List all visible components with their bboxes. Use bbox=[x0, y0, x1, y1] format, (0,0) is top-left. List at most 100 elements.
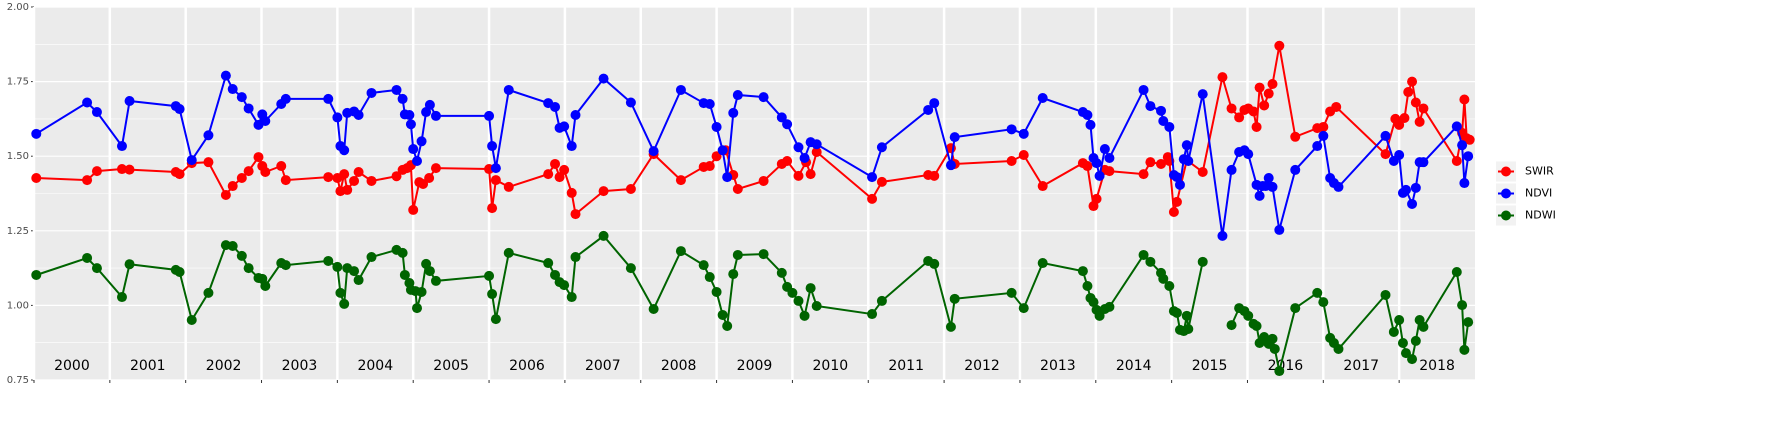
point bbox=[675, 246, 686, 257]
point bbox=[253, 152, 264, 163]
point bbox=[174, 266, 185, 277]
point bbox=[711, 286, 722, 297]
point bbox=[116, 292, 127, 303]
point bbox=[487, 203, 498, 214]
point bbox=[1085, 119, 1096, 130]
point bbox=[1418, 321, 1429, 332]
point bbox=[243, 263, 254, 274]
point bbox=[1156, 158, 1167, 169]
point bbox=[1168, 207, 1179, 218]
point bbox=[484, 110, 495, 121]
point bbox=[1397, 337, 1408, 348]
legend-dot bbox=[1501, 166, 1511, 177]
point bbox=[366, 87, 377, 98]
legend-dot bbox=[1501, 188, 1511, 199]
point bbox=[1263, 88, 1274, 99]
point bbox=[342, 184, 353, 195]
point bbox=[1274, 366, 1285, 377]
point bbox=[1274, 40, 1285, 51]
year-label: 2015 bbox=[1192, 358, 1228, 374]
point bbox=[1407, 76, 1418, 87]
point bbox=[203, 130, 214, 141]
point bbox=[391, 84, 402, 95]
point bbox=[598, 186, 609, 197]
point bbox=[412, 303, 423, 314]
point bbox=[91, 263, 102, 274]
point bbox=[280, 260, 291, 271]
point bbox=[799, 310, 810, 321]
point bbox=[1082, 110, 1093, 121]
point bbox=[399, 269, 410, 280]
point bbox=[675, 84, 686, 95]
point bbox=[1290, 164, 1301, 175]
point bbox=[424, 266, 435, 277]
point bbox=[124, 95, 135, 106]
point bbox=[1104, 301, 1115, 312]
point bbox=[1234, 112, 1245, 123]
point bbox=[1254, 82, 1265, 93]
point bbox=[174, 169, 185, 180]
point bbox=[1183, 155, 1194, 166]
point bbox=[732, 90, 743, 101]
point bbox=[598, 230, 609, 241]
year-label: 2002 bbox=[206, 358, 242, 374]
point bbox=[1104, 166, 1115, 177]
point bbox=[353, 275, 364, 286]
point bbox=[186, 155, 197, 166]
point bbox=[323, 172, 334, 183]
point bbox=[543, 258, 554, 269]
point bbox=[82, 97, 93, 108]
point bbox=[227, 84, 238, 95]
year-label: 2003 bbox=[282, 358, 318, 374]
point bbox=[1138, 249, 1149, 260]
point bbox=[1091, 158, 1102, 169]
point bbox=[1243, 149, 1254, 160]
point bbox=[1410, 335, 1421, 346]
point bbox=[236, 250, 247, 261]
point bbox=[416, 136, 427, 147]
point bbox=[397, 93, 408, 104]
point bbox=[1181, 140, 1192, 151]
point bbox=[280, 175, 291, 186]
point bbox=[280, 93, 291, 104]
point bbox=[82, 252, 93, 263]
point bbox=[782, 119, 793, 130]
point bbox=[1145, 256, 1156, 267]
point bbox=[1380, 289, 1391, 300]
point bbox=[550, 158, 561, 169]
point bbox=[1037, 181, 1048, 192]
point bbox=[704, 161, 715, 172]
point bbox=[349, 175, 360, 186]
point bbox=[945, 160, 956, 171]
point bbox=[1094, 170, 1105, 181]
point bbox=[1197, 256, 1208, 267]
year-label: 2006 bbox=[509, 358, 545, 374]
point bbox=[490, 314, 501, 325]
point bbox=[1318, 130, 1329, 141]
point bbox=[805, 169, 816, 180]
point bbox=[929, 98, 940, 109]
point bbox=[332, 112, 343, 123]
point bbox=[1181, 310, 1192, 321]
point bbox=[1077, 266, 1088, 277]
point bbox=[1451, 121, 1462, 132]
point bbox=[570, 110, 581, 121]
point bbox=[675, 175, 686, 186]
point bbox=[339, 169, 350, 180]
point bbox=[722, 172, 733, 183]
point bbox=[490, 175, 501, 186]
year-label: 2014 bbox=[1116, 358, 1152, 374]
point bbox=[1407, 354, 1418, 365]
point bbox=[366, 175, 377, 186]
point bbox=[776, 112, 787, 123]
point bbox=[1082, 161, 1093, 172]
point bbox=[1394, 150, 1405, 161]
point bbox=[339, 145, 350, 156]
year-label: 2016 bbox=[1268, 358, 1304, 374]
point bbox=[323, 255, 334, 266]
point bbox=[430, 275, 441, 286]
point bbox=[722, 320, 733, 331]
point bbox=[408, 204, 419, 215]
point bbox=[543, 169, 554, 180]
point bbox=[31, 128, 42, 139]
